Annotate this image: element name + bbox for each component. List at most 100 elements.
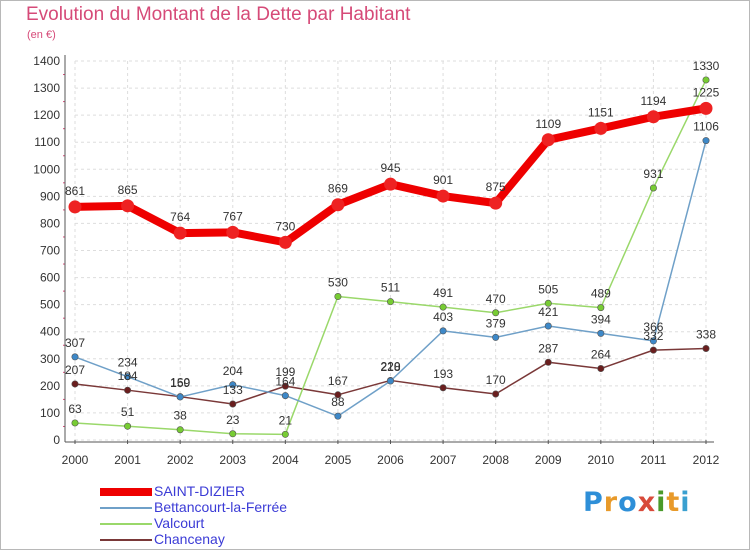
data-label: 1194	[641, 94, 667, 108]
data-label: 218	[380, 360, 400, 374]
data-point	[699, 101, 713, 115]
data-label: 164	[275, 375, 295, 389]
data-label: 530	[328, 276, 348, 290]
data-point	[544, 322, 552, 330]
x-tick-label: 2011	[641, 453, 667, 467]
data-point	[229, 400, 237, 408]
legend-label: Valcourt	[154, 515, 205, 531]
data-label: 63	[68, 402, 82, 416]
y-tick-label: 500	[40, 298, 60, 312]
x-tick-label: 2002	[167, 453, 194, 467]
data-point	[489, 196, 503, 210]
data-label: 403	[433, 310, 453, 324]
data-label: 307	[65, 336, 85, 350]
data-label: 511	[381, 281, 400, 295]
data-point	[439, 384, 447, 392]
data-labels: 207 184 160 133 199 167 220 193 170 287 264 332 338 6…	[65, 59, 720, 427]
data-point	[229, 381, 237, 389]
logo-letter: P	[583, 487, 604, 518]
proxiti-logo: Proxiti	[583, 487, 691, 518]
data-point	[281, 392, 289, 400]
logo-letter: r	[603, 487, 619, 518]
data-label: 204	[223, 364, 243, 378]
y-tick-label: 200	[40, 379, 60, 393]
legend-label: Chancenay	[154, 531, 225, 547]
data-point	[121, 199, 135, 213]
data-point	[541, 133, 555, 147]
data-point	[124, 422, 132, 430]
data-label: 1106	[693, 120, 719, 134]
y-tick-label: 600	[40, 271, 60, 285]
logo-letter: i	[656, 487, 667, 518]
data-label: 875	[486, 180, 506, 194]
data-label: 1330	[693, 59, 720, 73]
data-point	[436, 189, 450, 203]
legend-swatch	[100, 507, 152, 509]
data-label: 861	[65, 184, 85, 198]
data-point	[71, 353, 79, 361]
x-tick-label: 2003	[219, 453, 246, 467]
legend-swatch	[100, 488, 152, 496]
data-label: 1225	[693, 85, 720, 99]
y-tick-label: 1400	[33, 54, 60, 68]
data-label: 160	[170, 376, 190, 390]
y-tick-label: 300	[40, 352, 60, 366]
x-tick-label: 2001	[114, 453, 141, 467]
data-point	[544, 299, 552, 307]
data-label: 234	[118, 356, 138, 370]
data-point	[176, 393, 184, 401]
y-tick-label: 0	[53, 433, 60, 447]
y-tick-label: 1300	[33, 81, 60, 95]
data-point	[71, 419, 79, 427]
data-label: 865	[118, 183, 138, 197]
data-point	[492, 333, 500, 341]
data-label: 489	[591, 287, 611, 301]
data-point	[597, 304, 605, 312]
data-label: 332	[643, 329, 663, 343]
data-point	[334, 412, 342, 420]
data-point	[439, 327, 447, 335]
legend-label: Bettancourt-la-Ferrée	[154, 499, 288, 515]
data-point	[176, 426, 184, 434]
data-point	[597, 365, 605, 373]
data-point	[649, 184, 657, 192]
data-label: 133	[223, 383, 243, 397]
data-point	[492, 309, 500, 317]
data-point	[331, 198, 345, 212]
data-label: 264	[591, 348, 611, 362]
x-tick-label: 2010	[587, 453, 614, 467]
data-point	[334, 293, 342, 301]
data-label: 394	[591, 312, 611, 326]
legend-swatch	[100, 539, 152, 541]
data-label: 931	[643, 167, 663, 181]
data-point	[649, 337, 657, 345]
data-label: 287	[538, 341, 558, 355]
data-point	[646, 110, 660, 124]
chart-unit-label: (en €)	[27, 29, 56, 41]
data-point	[124, 373, 132, 381]
data-label: 207	[65, 363, 85, 377]
chart-title: Evolution du Montant de la Dette par Hab…	[26, 4, 411, 25]
data-point	[597, 329, 605, 337]
data-label: 21	[279, 413, 293, 427]
logo-letter: t	[666, 487, 681, 518]
data-label: 379	[486, 316, 506, 330]
y-tick-label: 100	[40, 406, 60, 420]
data-label: 767	[223, 209, 243, 223]
data-point	[173, 226, 187, 240]
data-label: 901	[433, 173, 453, 187]
data-point	[71, 380, 79, 388]
data-label: 470	[486, 292, 506, 306]
data-point	[386, 298, 394, 306]
data-point	[544, 358, 552, 366]
logo-letter: o	[618, 487, 638, 518]
data-point	[384, 177, 397, 191]
x-tick-label: 2006	[377, 453, 404, 467]
data-label: 764	[170, 210, 190, 224]
data-point	[492, 390, 500, 398]
data-label: 193	[433, 367, 453, 381]
x-tick-label: 2004	[272, 453, 299, 467]
data-point	[702, 344, 710, 352]
data-label: 366	[643, 320, 663, 334]
